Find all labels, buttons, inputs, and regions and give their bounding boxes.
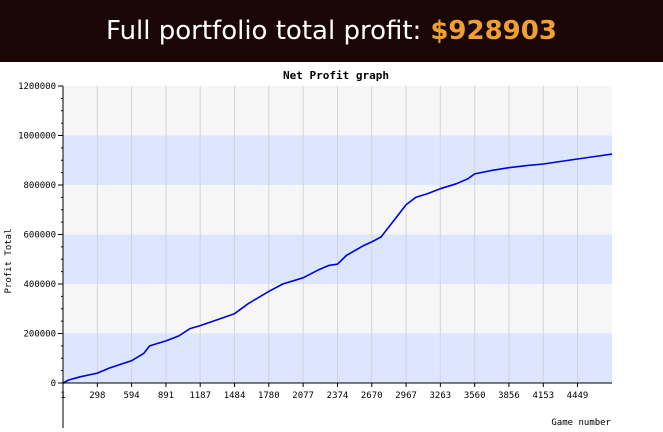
x-tick-label: 1187 bbox=[189, 391, 211, 401]
y-tick-label: 400000 bbox=[23, 280, 56, 290]
profit-series-line bbox=[62, 153, 613, 384]
x-tick-label: 2670 bbox=[361, 391, 383, 401]
net-profit-chart: 020000040000060000080000010000001200000 … bbox=[4, 69, 613, 428]
y-tick-labels: 0 200000 400000 600000 800000 1000000 1200000 bbox=[18, 82, 63, 389]
x-tick-label: 2374 bbox=[327, 391, 349, 401]
y-tick-label: 0 bbox=[51, 379, 56, 389]
x-tick-label: 594 bbox=[123, 391, 139, 401]
x-tick-label: 4153 bbox=[532, 391, 554, 401]
portfolio-banner: Full portfolio total profit: $928903 bbox=[0, 0, 663, 62]
total-profit-value: $928903 bbox=[430, 16, 557, 46]
y-tick-label: 1000000 bbox=[18, 132, 56, 142]
x-tick-label: 1780 bbox=[258, 391, 280, 401]
chart-panel: 0 200000 400000 600000 800000 1000000 1200000 … bbox=[0, 62, 663, 428]
y-tick-label: 200000 bbox=[23, 330, 56, 340]
x-tick-label: 2077 bbox=[292, 391, 314, 401]
y-tick-label: 600000 bbox=[23, 231, 56, 241]
x-tick-label: 2967 bbox=[395, 391, 417, 401]
x-gridlines bbox=[96, 86, 579, 383]
x-tick-label: 1 bbox=[60, 391, 65, 401]
x-tick-labels: 1 298 594 891 1187 1484 1780 2077 2374 2670 2967 32… bbox=[60, 383, 588, 401]
x-tick-label: 1484 bbox=[224, 391, 246, 401]
x-tick-label: 4449 bbox=[567, 391, 589, 401]
banner-label: Full portfolio total profit: bbox=[106, 16, 422, 46]
x-tick-label: 891 bbox=[158, 391, 174, 401]
chart-title: Net Profit graph bbox=[283, 69, 389, 82]
x-tick-label: 3263 bbox=[429, 391, 451, 401]
x-tick-label: 3560 bbox=[464, 391, 486, 401]
x-tick-label: 3856 bbox=[498, 391, 520, 401]
x-axis-label: Game number bbox=[551, 418, 611, 428]
y-tick-label: 800000 bbox=[23, 181, 56, 191]
series-group bbox=[62, 153, 613, 384]
y-tick-label: 1200000 bbox=[18, 82, 56, 92]
x-tick-label: 298 bbox=[89, 391, 105, 401]
y-axis-label: Profit Total bbox=[4, 228, 14, 293]
